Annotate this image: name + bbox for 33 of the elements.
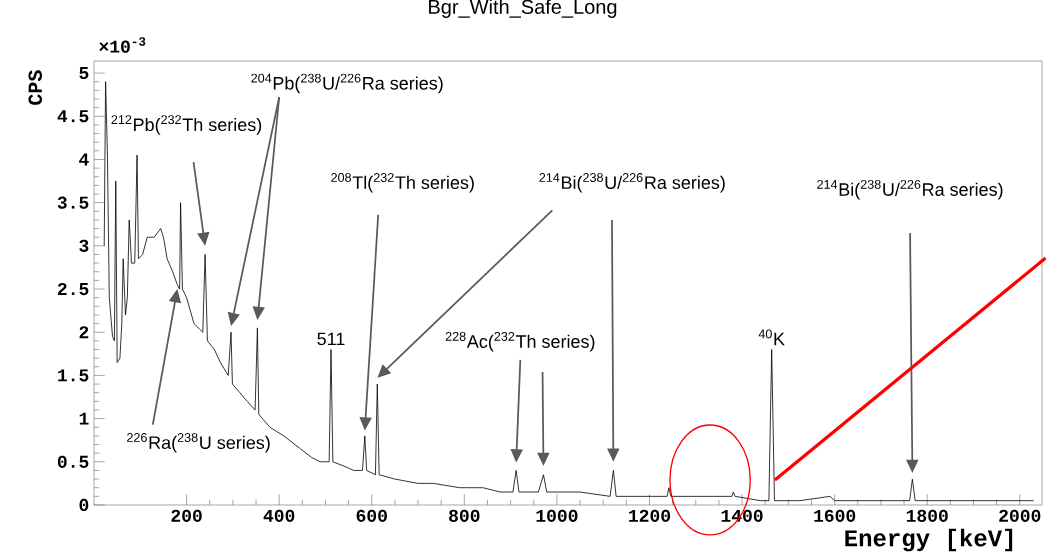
x-tick-label: 1800 xyxy=(906,509,948,522)
annotation: $^{40}$K xyxy=(758,329,785,346)
y-tick-label: 1.5 xyxy=(58,369,89,382)
x-tick-label: 400 xyxy=(263,509,295,522)
y-tick-label: 1 xyxy=(79,412,89,425)
y-tick-label: 3.5 xyxy=(57,196,89,209)
y-tick-label: 0.5 xyxy=(57,455,89,468)
x-axis-title: Energy [keV] xyxy=(845,528,1013,552)
text: ×10$^{-3}$ xyxy=(99,37,146,53)
chart-title: Bgr_With_Safe_Long xyxy=(429,0,617,18)
annotation: $^{204}$Pb($^{238}$U/$^{226}$Ra series) xyxy=(251,73,443,94)
y-tick-label: 4 xyxy=(79,153,89,166)
x-tick-label: 1000 xyxy=(536,509,578,522)
annotation: $^{228}$Ac($^{232}$Th series) xyxy=(445,331,595,352)
x-tick-label: 600 xyxy=(356,509,387,522)
annotation: $^{214}$Bi($^{238}$U/$^{226}$Ra series) xyxy=(539,173,725,193)
x-tick-label: 800 xyxy=(449,509,480,522)
annotation: $^{226}$Ra($^{238}$U series) xyxy=(127,433,270,453)
x-tick-label: 1200 xyxy=(629,509,671,522)
y-tick-label: 2 xyxy=(79,326,89,339)
y-tick-label: 0 xyxy=(79,498,89,512)
y-tick-label: 3 xyxy=(79,239,89,252)
annotation: $^{214}$Bi($^{238}$U/$^{226}$Ra series) xyxy=(817,179,1003,200)
annotation: 511 xyxy=(317,332,345,346)
x-tick-label: 1600 xyxy=(814,509,856,522)
annotation: $^{208}$Tl($^{232}$Th series) xyxy=(331,173,474,193)
y-tick-label: 4.5 xyxy=(57,110,89,123)
y-tick-label: 2.5 xyxy=(57,282,89,296)
y-axis-title: CPS xyxy=(28,70,43,105)
y-tick-label: 5 xyxy=(79,67,89,80)
annotation: $^{212}$Pb($^{232}$Th series) xyxy=(111,115,262,135)
x-tick-label: 200 xyxy=(171,509,202,522)
x-tick-label: 2000 xyxy=(999,509,1041,522)
